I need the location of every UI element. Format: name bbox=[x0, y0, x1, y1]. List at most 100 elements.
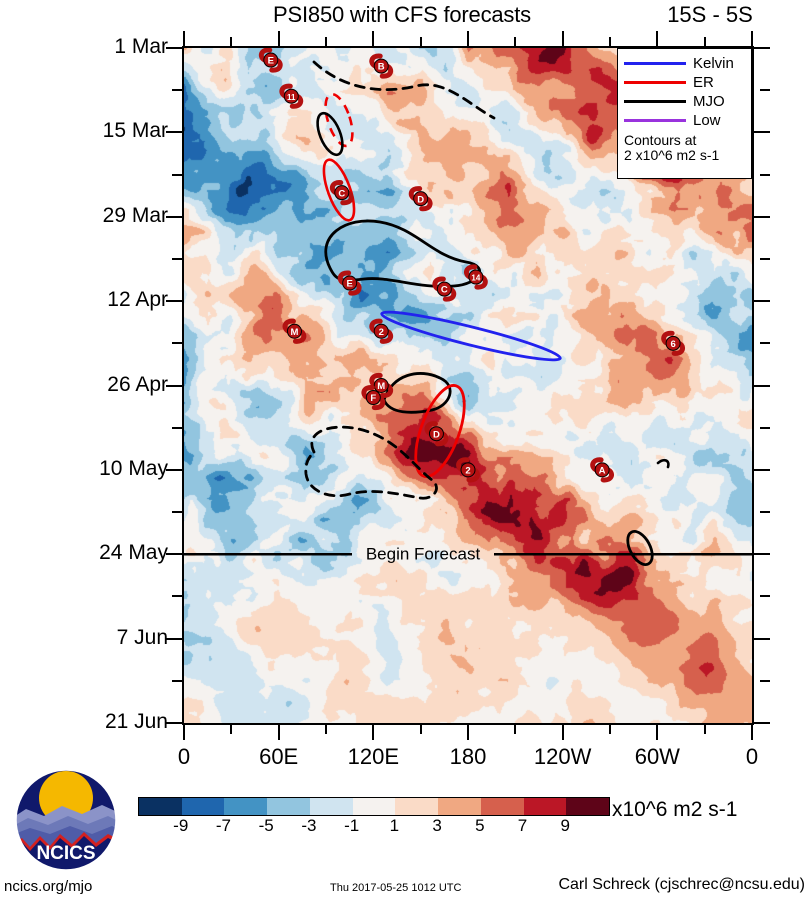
colorbar-swatch bbox=[139, 798, 182, 815]
x-tick-major-top bbox=[561, 31, 564, 46]
colorbar-swatch bbox=[224, 798, 268, 815]
cyclone-label: D bbox=[433, 429, 440, 440]
legend-label-kelvin: Kelvin bbox=[693, 55, 734, 72]
cyclone-disk-icon bbox=[594, 462, 610, 478]
y-tick-minor bbox=[172, 89, 182, 92]
cyclone-disk-icon bbox=[263, 52, 279, 68]
tropical-cyclone-marker[interactable]: A bbox=[590, 457, 615, 483]
contour-er-late-march bbox=[322, 158, 356, 222]
tropical-cyclone-marker[interactable]: E bbox=[258, 48, 283, 73]
y-axis-tick-label: 24 May bbox=[99, 541, 168, 565]
y-axis-tick-label: 1 Mar bbox=[114, 35, 168, 58]
y-tick-major bbox=[166, 468, 182, 471]
region-label: 15S - 5S bbox=[667, 2, 753, 27]
tropical-cyclone-marker[interactable]: D bbox=[408, 186, 433, 212]
colorbar-swatch bbox=[480, 798, 524, 815]
legend-item-er: ER bbox=[624, 73, 745, 92]
x-tick-major-top bbox=[467, 31, 469, 46]
x-tick-major-top bbox=[751, 31, 753, 46]
cyclone-disk-icon bbox=[436, 281, 452, 297]
y-tick-major bbox=[166, 384, 182, 387]
colorbar-tick-label: 3 bbox=[432, 816, 442, 835]
colorbar-tick-label: -5 bbox=[258, 816, 274, 835]
tropical-cyclone-marker[interactable]: C bbox=[329, 180, 354, 206]
tropical-cyclone-marker[interactable]: M bbox=[282, 318, 307, 344]
y-tick-major bbox=[166, 47, 182, 49]
colorbar-swatch bbox=[267, 798, 310, 815]
contour-mjo-small-arc bbox=[656, 458, 670, 469]
low-line-swatch bbox=[624, 119, 686, 122]
cyclone-label: 11 bbox=[287, 93, 296, 102]
footer-site-link[interactable]: ncics.org/mjo bbox=[4, 878, 93, 895]
x-tick-major-bottom bbox=[656, 725, 659, 740]
colorbar-swatch bbox=[181, 798, 225, 815]
x-axis-tick-label: 0 bbox=[745, 744, 759, 769]
ncics-logo[interactable]: NCICS bbox=[14, 768, 118, 872]
x-tick-major-bottom bbox=[372, 725, 375, 740]
x-tick-major-top bbox=[372, 31, 375, 46]
x-tick-major-bottom bbox=[183, 725, 185, 740]
cyclone-disk-icon bbox=[460, 462, 476, 478]
contour-er-may bbox=[414, 384, 466, 478]
contour-mjo-forecast bbox=[626, 530, 654, 566]
colorbar-tick-label: -9 bbox=[173, 816, 189, 835]
y-tick-right bbox=[754, 468, 770, 471]
y-axis-tick-label: 7 Jun bbox=[116, 625, 168, 649]
legend-label-low: Low bbox=[693, 112, 721, 129]
contour-kelvin bbox=[380, 310, 562, 362]
tropical-cyclone-marker[interactable]: B bbox=[369, 53, 394, 79]
x-tick-minor-top bbox=[230, 37, 233, 46]
contour-er-dashed bbox=[324, 92, 354, 148]
tropical-cyclone-marker[interactable]: 14 bbox=[463, 264, 488, 290]
cyclone-label: E bbox=[346, 279, 352, 290]
colorbar-tick-label: -1 bbox=[344, 816, 360, 835]
y-axis-tick-label: 26 Apr bbox=[107, 372, 168, 396]
cyclone-label: 14 bbox=[471, 274, 480, 283]
tropical-cyclone-marker[interactable]: M bbox=[369, 372, 394, 399]
cyclone-label: 6 bbox=[670, 339, 675, 350]
wave-legend: Kelvin ER MJO Low Contours at 2 x10^6 m2… bbox=[617, 48, 752, 179]
y-axis-tick-label: 15 Mar bbox=[102, 119, 168, 143]
contour-mjo-dashed-may bbox=[304, 425, 438, 500]
tropical-cyclone-marker[interactable]: F bbox=[361, 385, 386, 411]
y-tick-right bbox=[754, 553, 770, 556]
tropical-cyclone-marker[interactable]: 6 bbox=[661, 330, 686, 356]
cyclone-disk-icon bbox=[286, 323, 302, 339]
y-tick-major bbox=[166, 553, 182, 556]
tropical-cyclone-marker[interactable]: C bbox=[432, 276, 457, 302]
page-title: PSI850 with CFS forecasts bbox=[273, 2, 531, 27]
y-tick-minor-right bbox=[760, 342, 770, 345]
cyclone-label: M bbox=[290, 327, 298, 338]
x-axis-tick-label: 120W bbox=[533, 744, 592, 769]
colorbar-tick-label: -7 bbox=[215, 816, 232, 835]
colorbar-swatch bbox=[309, 798, 353, 815]
legend-label-er: ER bbox=[693, 74, 714, 91]
contour-mjo-large-lobe bbox=[324, 219, 481, 288]
colorbar-units: x10^6 m2 s-1 bbox=[612, 798, 738, 821]
x-tick-major-top bbox=[183, 31, 185, 46]
begin-forecast-label: Begin Forecast bbox=[366, 544, 481, 563]
colorbar-tick-label: -3 bbox=[301, 816, 317, 835]
colorbar-swatch bbox=[566, 798, 610, 815]
y-tick-minor-right bbox=[760, 173, 770, 176]
cyclone-label: D bbox=[417, 194, 424, 205]
x-tick-minor-top bbox=[609, 37, 611, 46]
x-axis-tick-label: 180 bbox=[449, 744, 487, 769]
x-tick-minor-bottom bbox=[419, 725, 422, 734]
tropical-cyclone-marker[interactable]: 11 bbox=[279, 83, 304, 109]
cyclone-disk-icon bbox=[373, 323, 389, 339]
tropical-cyclone-marker[interactable]: 2 bbox=[456, 457, 480, 483]
y-tick-minor-right bbox=[760, 511, 770, 514]
y-tick-right bbox=[754, 384, 770, 387]
tropical-cyclone-marker[interactable]: 2 bbox=[369, 318, 394, 344]
cyclone-disk-icon bbox=[334, 185, 350, 201]
contour-mjo-late-apr bbox=[382, 372, 452, 414]
y-tick-minor bbox=[172, 511, 182, 514]
tropical-cyclone-marker[interactable]: D bbox=[424, 421, 449, 447]
cyclone-disk-icon bbox=[665, 335, 681, 351]
cyclone-label: E bbox=[268, 56, 274, 67]
y-tick-minor-right bbox=[760, 257, 770, 260]
legend-label-mjo: MJO bbox=[693, 93, 725, 110]
tropical-cyclone-marker[interactable]: E bbox=[337, 270, 362, 296]
